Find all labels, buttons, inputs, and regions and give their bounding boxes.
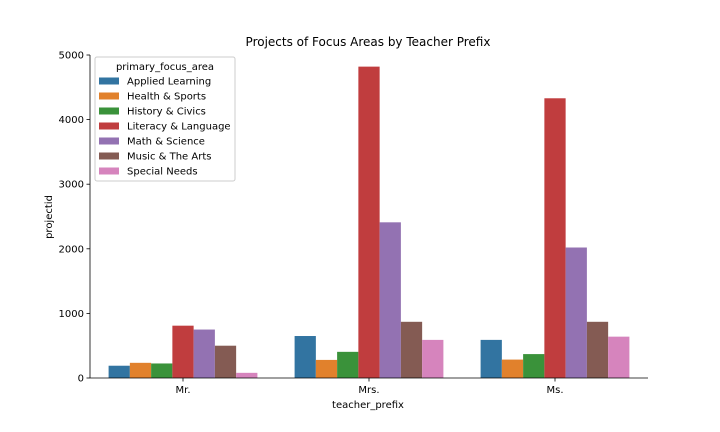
legend-title: primary_focus_area xyxy=(116,62,214,73)
x-tick-label: Ms. xyxy=(546,385,563,396)
bar xyxy=(315,359,338,378)
bar xyxy=(214,345,237,378)
x-tick-label: Mrs. xyxy=(358,385,379,396)
legend-frame xyxy=(94,56,236,182)
legend-swatch xyxy=(99,167,119,175)
y-tick-label: 3000 xyxy=(59,180,84,191)
bar xyxy=(586,321,609,378)
bar xyxy=(294,336,316,378)
bar xyxy=(565,247,587,378)
bar xyxy=(337,351,359,378)
legend: primary_focus_area Applied Learning Health… xyxy=(94,56,236,182)
bar xyxy=(358,66,380,379)
legend-item-label: Special Needs xyxy=(127,167,198,178)
bar xyxy=(172,325,194,378)
bar xyxy=(501,359,524,378)
legend-item-label: Literacy & Language xyxy=(127,122,231,133)
chart-title: Projects of Focus Areas by Teacher Prefi… xyxy=(246,35,491,49)
x-axis-label: teacher_prefix xyxy=(332,400,404,411)
legend-item-label: Math & Science xyxy=(127,137,205,148)
y-tick-label: 5000 xyxy=(59,51,84,62)
y-tick-label: 1000 xyxy=(59,309,84,320)
plot-area xyxy=(108,66,630,379)
legend-swatch xyxy=(99,92,119,100)
x-axis: Mr. Mrs. Ms. xyxy=(90,377,648,396)
legend-item-label: History & Civics xyxy=(127,107,206,118)
y-tick-label: 2000 xyxy=(59,244,84,255)
y-tick-label: 0 xyxy=(78,374,84,385)
legend-swatch xyxy=(99,107,119,115)
bar xyxy=(523,354,545,378)
legend-swatch xyxy=(99,152,119,160)
bar xyxy=(400,321,423,378)
y-axis-label: projectid xyxy=(44,195,55,239)
bar xyxy=(129,362,152,378)
y-tick-label: 4000 xyxy=(59,115,84,126)
legend-item-label: Applied Learning xyxy=(127,77,211,88)
bar xyxy=(379,222,401,378)
x-tick-label: Mr. xyxy=(176,385,191,396)
bar xyxy=(193,329,215,378)
legend-item-label: Health & Sports xyxy=(127,92,206,103)
legend-swatch xyxy=(99,122,119,130)
legend-swatch xyxy=(99,137,119,145)
legend-item-label: Music & The Arts xyxy=(127,152,211,163)
bar xyxy=(108,365,130,378)
legend-swatch xyxy=(99,77,119,85)
y-axis: 0 1000 2000 3000 4000 5000 xyxy=(59,51,91,385)
bar xyxy=(608,336,630,378)
bar xyxy=(544,98,566,379)
bar xyxy=(422,339,444,378)
bar xyxy=(151,363,173,378)
bar xyxy=(480,339,502,378)
bar xyxy=(236,372,258,378)
